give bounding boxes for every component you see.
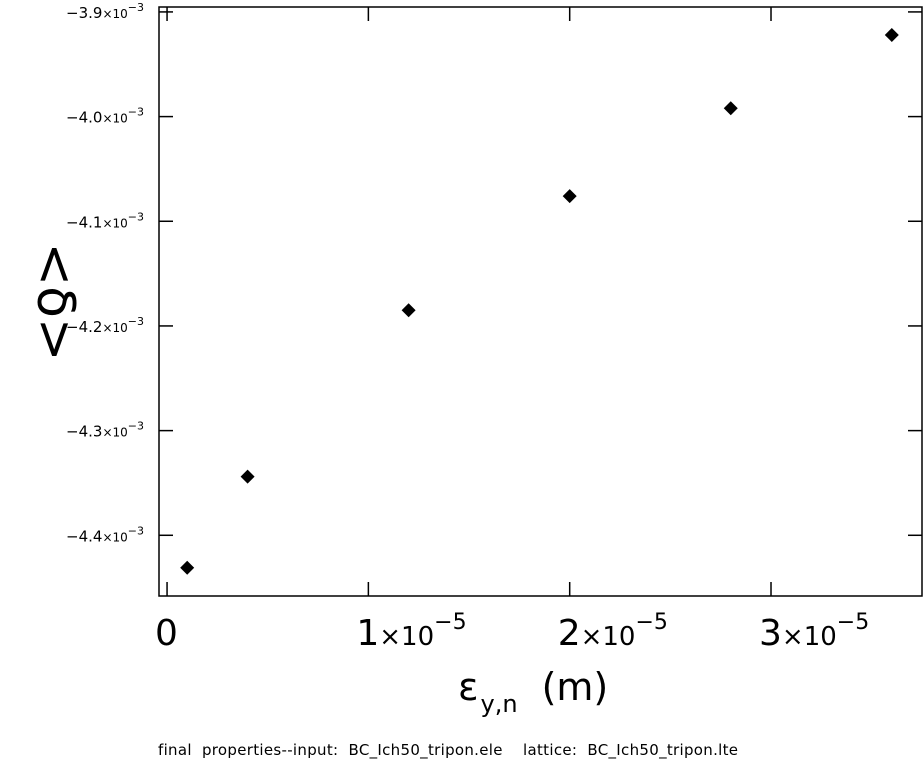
y-axis-label: <δ>	[25, 243, 85, 362]
data-point-1	[240, 469, 255, 484]
plot-caption: final properties--input: BC_Ich50_tripon…	[158, 741, 739, 759]
x-tick-label-0: 0	[155, 613, 178, 654]
y-tick-label-1: −4.0×10−3	[66, 106, 144, 127]
plot-frame	[158, 6, 923, 597]
data-points	[180, 27, 899, 575]
x-tick-labels: 0 1×10−5 2×10−5 3×10−5	[155, 610, 869, 654]
data-point-0	[180, 560, 195, 575]
x-tick-label-1: 1×10−5	[356, 610, 466, 654]
x-axis-label: εy,n (m)	[458, 665, 608, 718]
y-tick-label-4: −4.3×10−3	[66, 420, 144, 441]
data-point-3	[562, 189, 577, 204]
x-tick-label-3: 3×10−5	[759, 610, 869, 654]
y-tick-label-0: −3.9×10−3	[66, 1, 144, 22]
y-tick-label-2: −4.1×10−3	[66, 210, 144, 231]
y-tick-label-3: −4.2×10−3	[66, 315, 144, 336]
y-tick-label-5: −4.4×10−3	[66, 524, 144, 545]
data-point-2	[401, 303, 416, 318]
axis-ticks	[159, 7, 922, 596]
data-point-5	[884, 27, 899, 42]
x-tick-label-2: 2×10−5	[558, 610, 668, 654]
y-tick-labels: −3.9×10−3 −4.0×10−3 −4.1×10−3 −4.2×10−3 −4.3…	[66, 1, 144, 545]
svg-text:<δ>: <δ>	[25, 243, 85, 362]
data-point-4	[723, 101, 738, 116]
